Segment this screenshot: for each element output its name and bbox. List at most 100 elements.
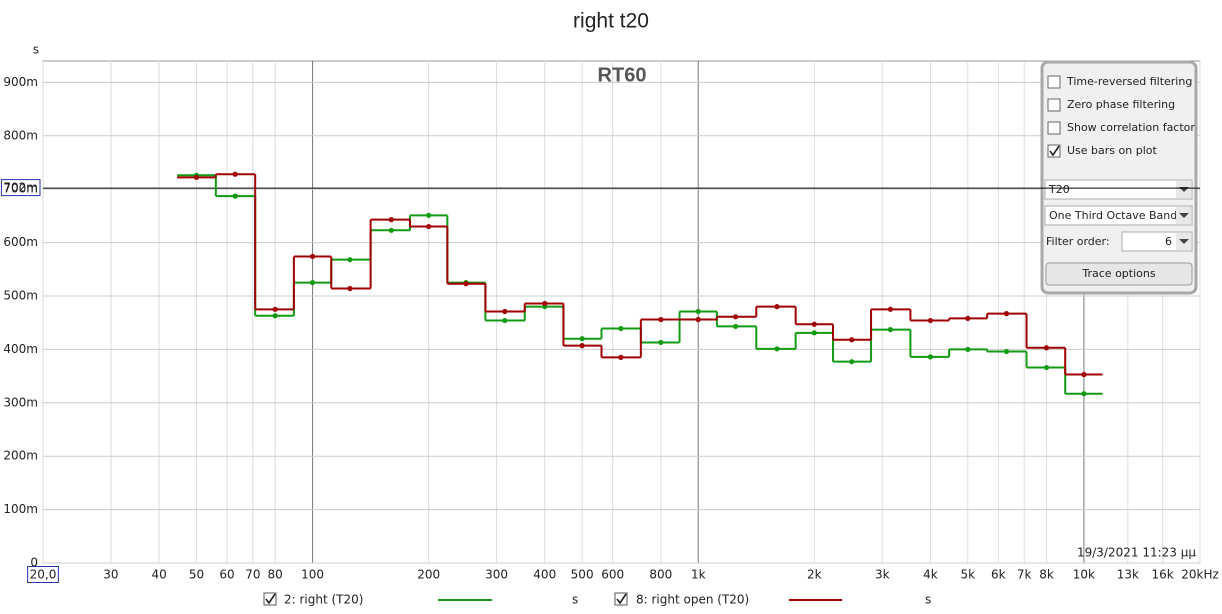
trace: [177, 171, 1103, 378]
x-tick-label: 70: [245, 568, 260, 582]
check-mark: [616, 593, 627, 605]
x-tick-label: 5k: [961, 568, 976, 582]
x-tick-label: 20kHz: [1181, 568, 1219, 582]
x-tick-label: 30: [103, 568, 118, 582]
data-point: [388, 217, 394, 223]
data-point: [774, 304, 780, 310]
filter-order-label: Filter order:: [1046, 235, 1110, 248]
x-tick-label: 4k: [923, 568, 938, 582]
x-tick-label: 400: [533, 568, 556, 582]
y-tick-label: 600m: [3, 235, 38, 249]
x-tick-label: 300: [485, 568, 508, 582]
data-point: [811, 330, 817, 336]
y-tick-label: 100m: [3, 502, 38, 516]
checkbox[interactable]: [1047, 98, 1061, 112]
x-tick-label: 2k: [807, 568, 822, 582]
data-point: [927, 317, 934, 324]
trace-options-text: Trace options: [1081, 267, 1155, 280]
x-tick-label: 500: [571, 568, 594, 582]
x-tick-label: 1k: [691, 568, 706, 582]
y-unit: s: [33, 43, 39, 57]
data-point: [347, 257, 353, 263]
checkbox-label: Use bars on plot: [1067, 144, 1157, 157]
legend-label: 8: right open (T20): [636, 593, 749, 607]
y-tick-label: 900m: [3, 75, 38, 89]
data-point: [579, 336, 585, 342]
data-point: [502, 317, 508, 324]
annotation: RT60: [598, 64, 647, 86]
data-point: [309, 253, 316, 260]
panel-frame: [1040, 60, 1198, 295]
y-tick-label: 300m: [3, 395, 38, 409]
legend-unit: s: [925, 593, 931, 607]
data-point: [658, 339, 664, 346]
checkbox[interactable]: [1047, 75, 1061, 89]
data-point: [849, 359, 855, 365]
checkbox[interactable]: [1047, 121, 1061, 135]
band-select[interactable]: [1044, 205, 1193, 226]
cursor-label-box: [0, 179, 41, 197]
dropdown-arrow: [1179, 213, 1189, 218]
data-point: [347, 285, 353, 292]
x-tick-label: 20,0: [30, 568, 57, 582]
data-point: [232, 193, 238, 199]
legend-unit: s: [572, 593, 578, 607]
data-point: [232, 171, 238, 177]
cursor-label: 702m: [3, 181, 38, 195]
data-point: [695, 308, 701, 315]
x-tick-label: 40: [151, 568, 166, 582]
data-point: [965, 346, 971, 352]
data-point: [887, 306, 894, 312]
y-tick-label: 800m: [3, 128, 38, 142]
legend-label: 2: right (T20): [284, 593, 363, 607]
plot-area: [42, 60, 1201, 564]
data-point: [1043, 364, 1050, 371]
data-point: [426, 212, 432, 218]
data-point: [733, 323, 739, 330]
x-tick-label: 800: [649, 568, 672, 582]
y-tick-label: 500m: [3, 288, 38, 302]
data-point: [502, 308, 508, 315]
type-select[interactable]: [1044, 179, 1193, 200]
x-tick-label: 6k: [991, 568, 1006, 582]
y-tick-label: 700m: [3, 182, 38, 196]
data-point: [426, 223, 432, 230]
x-tick-label: 7k: [1017, 568, 1032, 582]
data-point: [1043, 345, 1050, 351]
data-point: [309, 280, 316, 286]
data-point: [1081, 391, 1087, 397]
data-point: [388, 227, 394, 233]
x-tick-label: 16k: [1152, 568, 1174, 582]
data-point: [1003, 348, 1010, 355]
data-point: [695, 316, 701, 323]
data-point: [579, 343, 585, 349]
trace-options-button[interactable]: [1045, 262, 1193, 286]
x-tick-label: 200: [417, 568, 440, 582]
y-tick-label: 200m: [3, 449, 38, 463]
legend: [263, 592, 628, 606]
data-point: [1003, 311, 1010, 317]
checkbox-label: Show correlation factor: [1067, 121, 1195, 134]
check-mark: [1049, 145, 1060, 157]
filter-order-value: 6: [1165, 235, 1172, 248]
plot-frame: [42, 60, 1201, 564]
data-point: [658, 316, 664, 323]
y-tick-label: 400m: [3, 342, 38, 356]
data-point: [811, 321, 817, 327]
checkbox-label: Zero phase filtering: [1067, 98, 1175, 111]
data-point: [774, 346, 780, 352]
band-select-text: One Third Octave Bands: [1049, 209, 1183, 222]
x-tick-label: 60: [219, 568, 234, 582]
data-point: [272, 306, 278, 312]
filter-order-input[interactable]: [1121, 231, 1193, 252]
data-point: [618, 354, 624, 360]
data-point: [463, 281, 469, 287]
data-point: [1081, 371, 1087, 378]
y-tick-label: 0: [30, 556, 38, 570]
data-point: [272, 313, 278, 319]
data-point: [542, 300, 548, 307]
data-point: [618, 325, 624, 332]
data-point: [733, 314, 739, 320]
data-point: [887, 327, 894, 333]
dropdown-arrow: [1179, 239, 1189, 244]
